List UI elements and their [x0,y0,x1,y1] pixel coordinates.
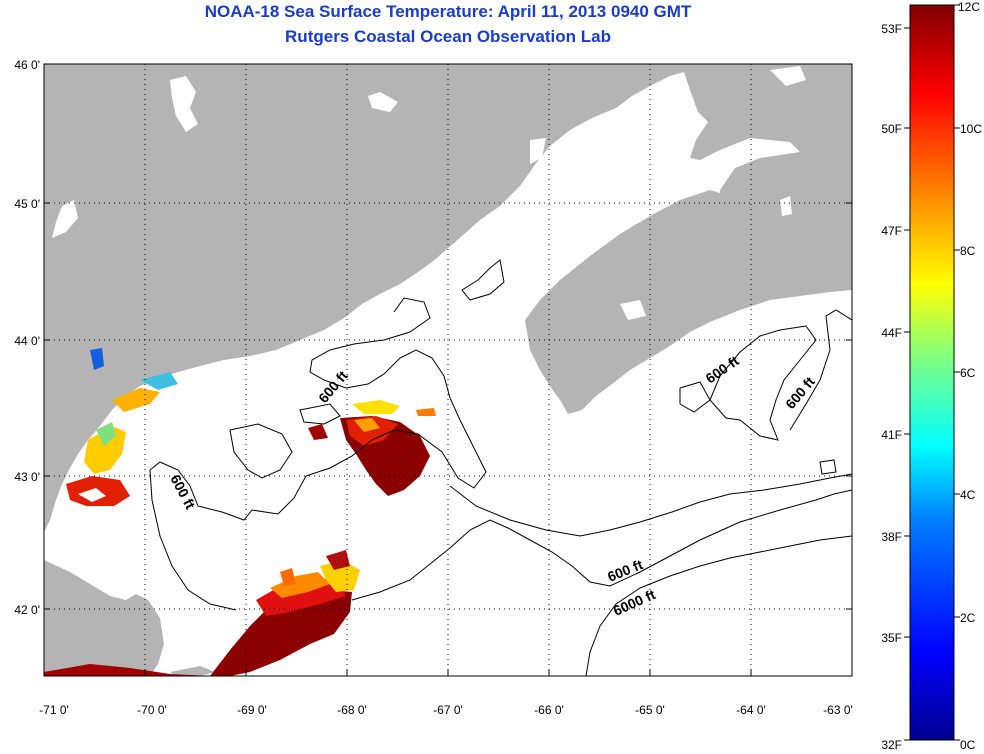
lon-tick-label: -68 0' [337,703,367,717]
lat-tick-label: 44 0' [14,334,40,348]
colorbar-ticks [904,4,960,741]
map-subtitle: Rutgers Coastal Ocean Observation Lab [285,27,611,46]
lon-tick-label: -65 0' [635,703,665,717]
lon-tick-label: -63 0' [823,703,853,717]
lat-tick-label: 46 0' [14,58,40,72]
colorbar [909,4,955,741]
colorbar-c-label: 12C [958,0,980,14]
land-islands [170,666,215,676]
lon-tick-label: -71 0' [39,703,69,717]
colorbar-c-label: 8C [960,244,976,258]
colorbar-c-label: 4C [960,488,976,502]
colorbar-f-label: 32F [881,738,902,752]
colorbar-c-label: 10C [960,122,982,136]
axis-tick-marks [43,63,853,676]
lon-tick-label: -69 0' [237,703,267,717]
colorbar-c-label: 2C [960,611,976,625]
lon-tick-label: -67 0' [433,703,463,717]
graticule [44,64,852,676]
map-area: 600 ft 600 ft 600 ft 600 ft 600 ft 6000 … [44,64,852,676]
lat-tick-label: 45 0' [14,197,40,211]
land-mainland [44,64,852,532]
land-cape-cod [44,560,164,676]
lon-tick-label: -66 0' [534,703,564,717]
map-title: NOAA-18 Sea Surface Temperature: April 1… [204,2,692,21]
colorbar-f-label: 47F [881,224,902,238]
colorbar-f-label: 41F [881,428,902,442]
land-nova-scotia [525,190,852,414]
colorbar-f-label: 44F [881,326,902,340]
colorbar-c-label: 0C [960,738,976,752]
colorbar-f-label: 35F [881,631,902,645]
colorbar-f-label: 50F [881,122,902,136]
depth-contours [149,259,852,676]
colorbar-f-label: 38F [881,530,902,544]
colorbar-c-label: 6C [960,366,976,380]
lon-tick-label: -70 0' [137,703,167,717]
lon-tick-label: -64 0' [736,703,766,717]
inland-lakes [52,66,806,320]
lat-tick-label: 42 0' [14,603,40,617]
colorbar-f-label: 53F [881,22,902,36]
lat-tick-label: 43 0' [14,470,40,484]
